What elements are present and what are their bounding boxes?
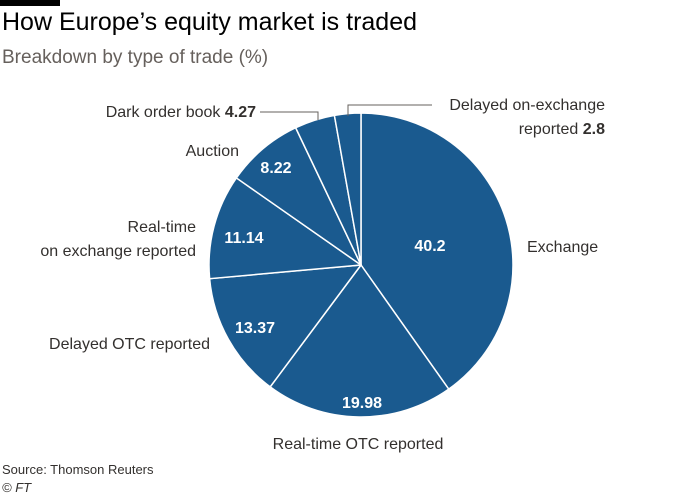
pie-slice-real-time-on-exchange-reported <box>208 177 362 280</box>
value-label-real-time-on-exchange: 11.14 <box>224 230 263 247</box>
pie-slice-real-time-otc-reported <box>269 264 450 418</box>
value-label-real-time-otc: 19.98 <box>342 395 382 412</box>
slice-label-exchange: Exchange <box>527 239 598 256</box>
chart-subtitle: Breakdown by type of trade (%) <box>2 47 269 68</box>
top-rule <box>0 0 60 6</box>
leader-line-dark-order-book <box>260 111 319 120</box>
ft-credit: © FT <box>2 480 32 495</box>
value-label-exchange: 40.2 <box>414 238 445 255</box>
pie-slice-exchange <box>360 112 514 390</box>
slice-label-delayed-on-exchange-line2: reported 2.8 <box>519 121 605 138</box>
value-label-auction: 8.22 <box>260 160 291 177</box>
slice-label-real-time-on-exchange-line2: on exchange reported <box>40 243 196 260</box>
delayed-on-exchange-value: 2.8 <box>583 121 605 138</box>
pie-slice-delayed-otc-reported <box>208 264 362 388</box>
slice-label-auction: Auction <box>186 143 239 160</box>
leader-lines <box>260 104 432 120</box>
slice-label-dark-order-book: Dark order book 4.27 <box>106 104 256 121</box>
slice-label-delayed-otc: Delayed OTC reported <box>49 336 210 353</box>
dark-order-book-value: 4.27 <box>225 104 256 121</box>
slice-label-delayed-on-exchange-line1: Delayed on-exchange <box>449 97 605 114</box>
chart-title: How Europe’s equity market is traded <box>2 8 418 36</box>
leader-line-delayed-on-exchange <box>347 104 432 116</box>
pie-slices <box>208 112 514 418</box>
value-label-delayed-otc: 13.37 <box>235 320 275 337</box>
delayed-on-exchange-name: reported <box>519 121 579 138</box>
dark-order-book-name: Dark order book <box>106 104 222 121</box>
slice-label-real-time-otc: Real-time OTC reported <box>273 436 444 453</box>
source-note: Source: Thomson Reuters <box>2 462 154 477</box>
slice-label-real-time-on-exchange-line1: Real-time <box>128 219 197 236</box>
